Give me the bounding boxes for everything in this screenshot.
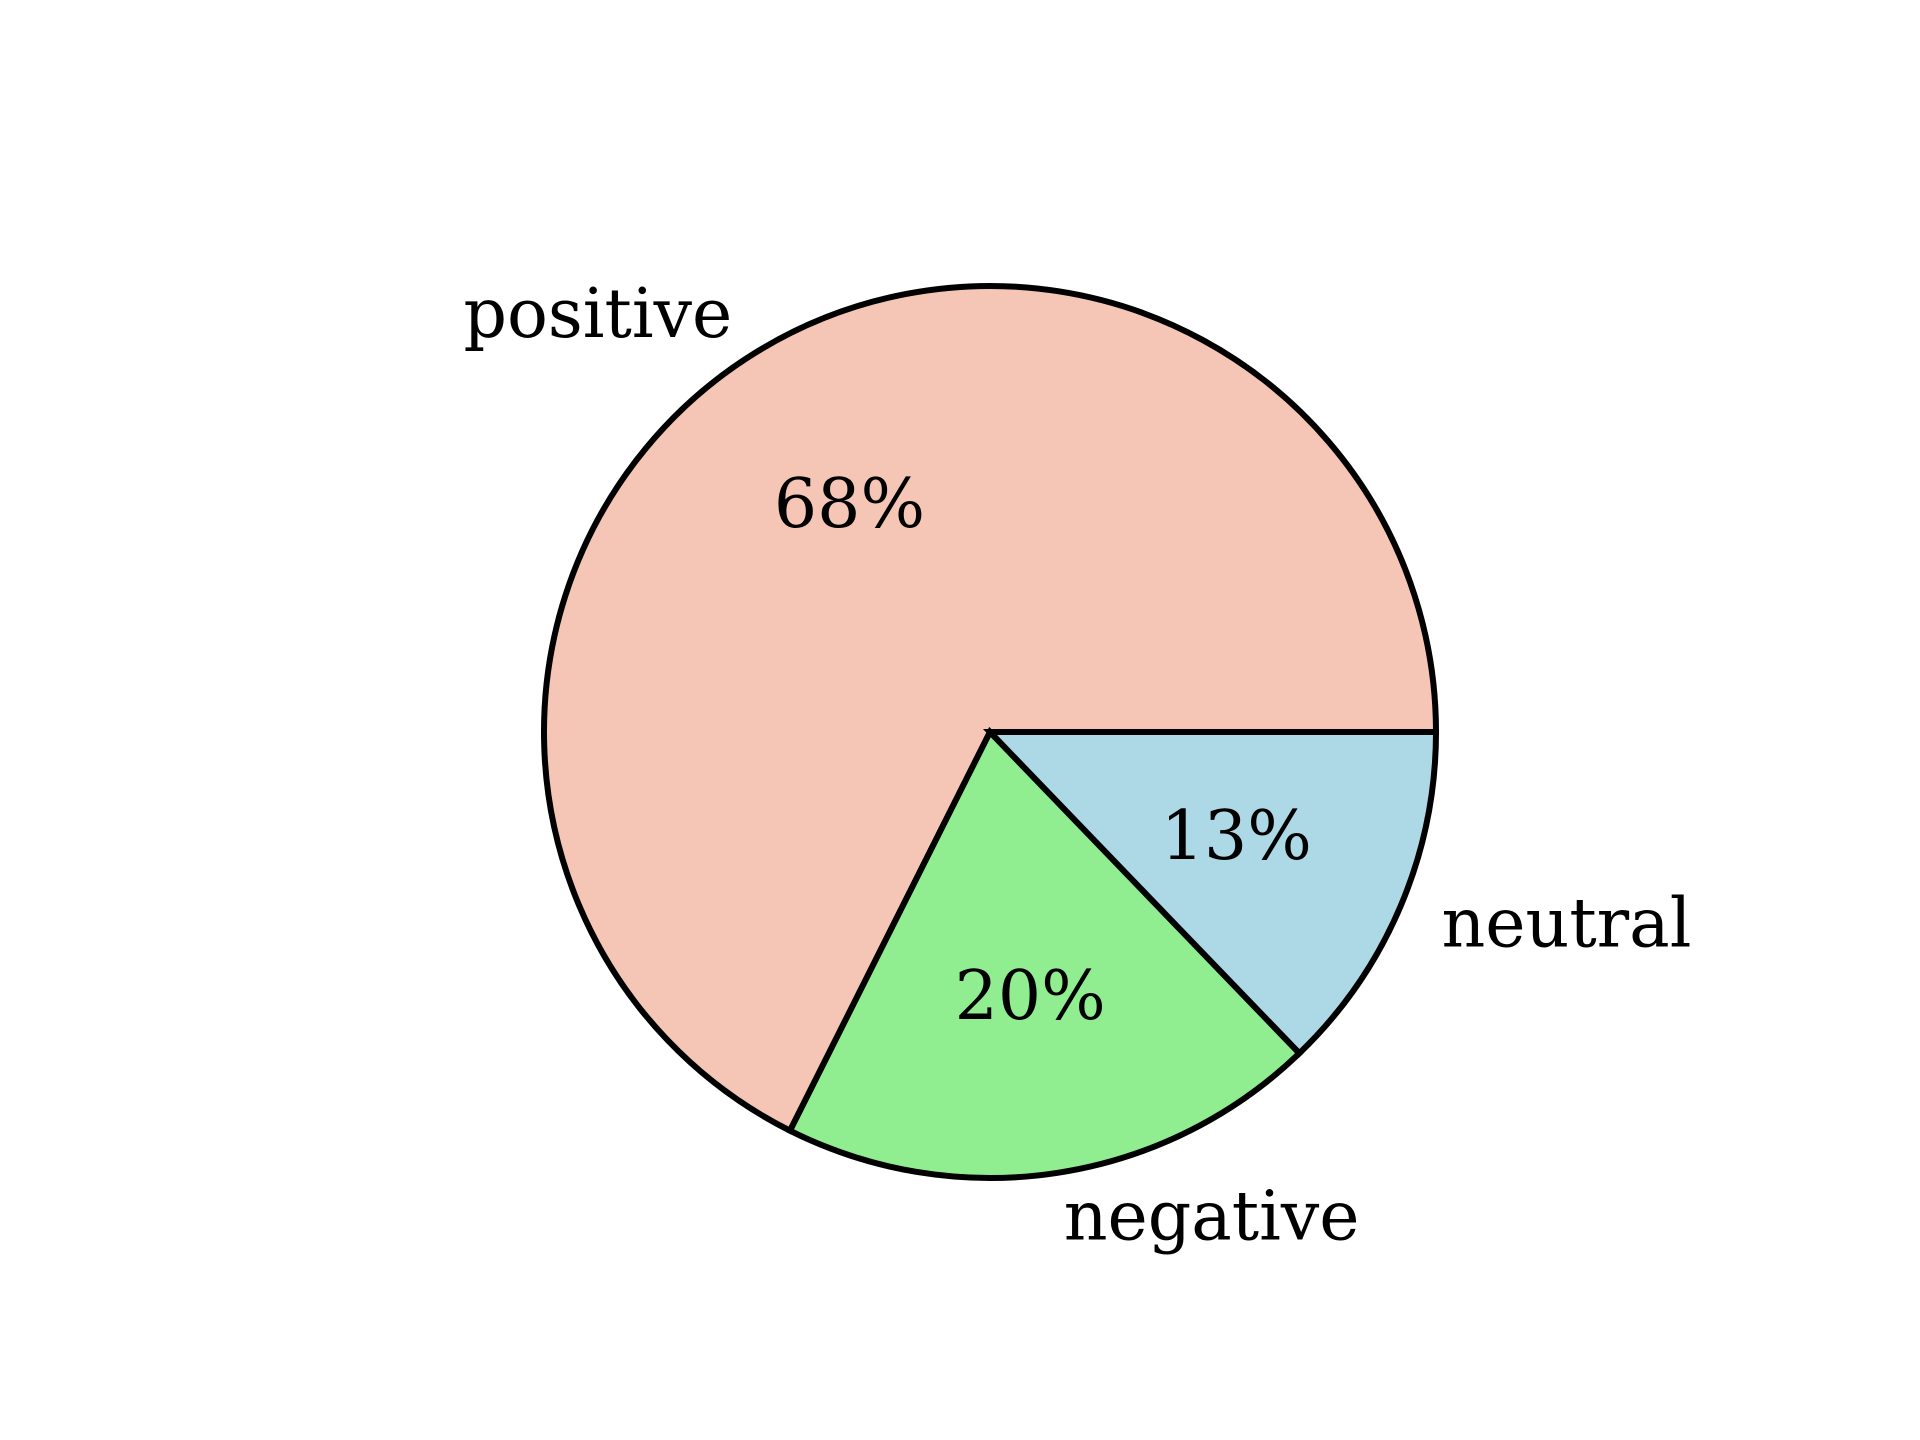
slice-percent-neutral: 13% [1161,797,1312,876]
pie-labels: positive 68% negative 20% neutral 13% [463,275,1691,1257]
pie-slice-neutral [982,729,1440,1058]
pie-slices [541,282,1440,1181]
slice-label-negative: negative [1064,1178,1360,1257]
slice-label-neutral: neutral [1442,885,1692,964]
slice-label-positive: positive [463,275,732,354]
pie-slice-negative [785,726,1304,1181]
pie-slice-positive [541,282,1440,1135]
slice-percent-negative: 20% [955,957,1106,1036]
slice-percent-positive: 68% [774,465,925,544]
